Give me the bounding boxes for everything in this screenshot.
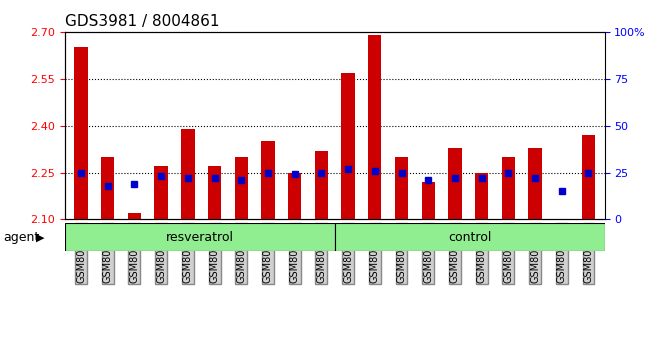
Bar bbox=[582, 135, 595, 219]
Bar bbox=[235, 157, 248, 219]
Bar bbox=[65, 223, 335, 251]
Bar bbox=[368, 35, 382, 219]
Bar bbox=[341, 73, 355, 219]
Bar bbox=[422, 182, 435, 219]
Bar bbox=[335, 223, 604, 251]
Bar bbox=[181, 129, 194, 219]
Bar bbox=[128, 213, 141, 219]
Text: GDS3981 / 8004861: GDS3981 / 8004861 bbox=[65, 14, 220, 29]
Bar bbox=[74, 47, 88, 219]
Bar bbox=[502, 157, 515, 219]
Bar bbox=[475, 173, 488, 219]
Bar bbox=[395, 157, 408, 219]
Bar bbox=[528, 148, 541, 219]
Bar bbox=[448, 148, 461, 219]
Bar bbox=[101, 157, 114, 219]
Bar bbox=[261, 141, 275, 219]
Text: resveratrol: resveratrol bbox=[166, 231, 234, 244]
Bar bbox=[288, 173, 302, 219]
Text: control: control bbox=[448, 231, 491, 244]
Bar bbox=[155, 166, 168, 219]
Bar bbox=[315, 151, 328, 219]
Bar bbox=[208, 166, 221, 219]
Text: ▶: ▶ bbox=[36, 232, 44, 242]
Text: agent: agent bbox=[3, 231, 40, 244]
